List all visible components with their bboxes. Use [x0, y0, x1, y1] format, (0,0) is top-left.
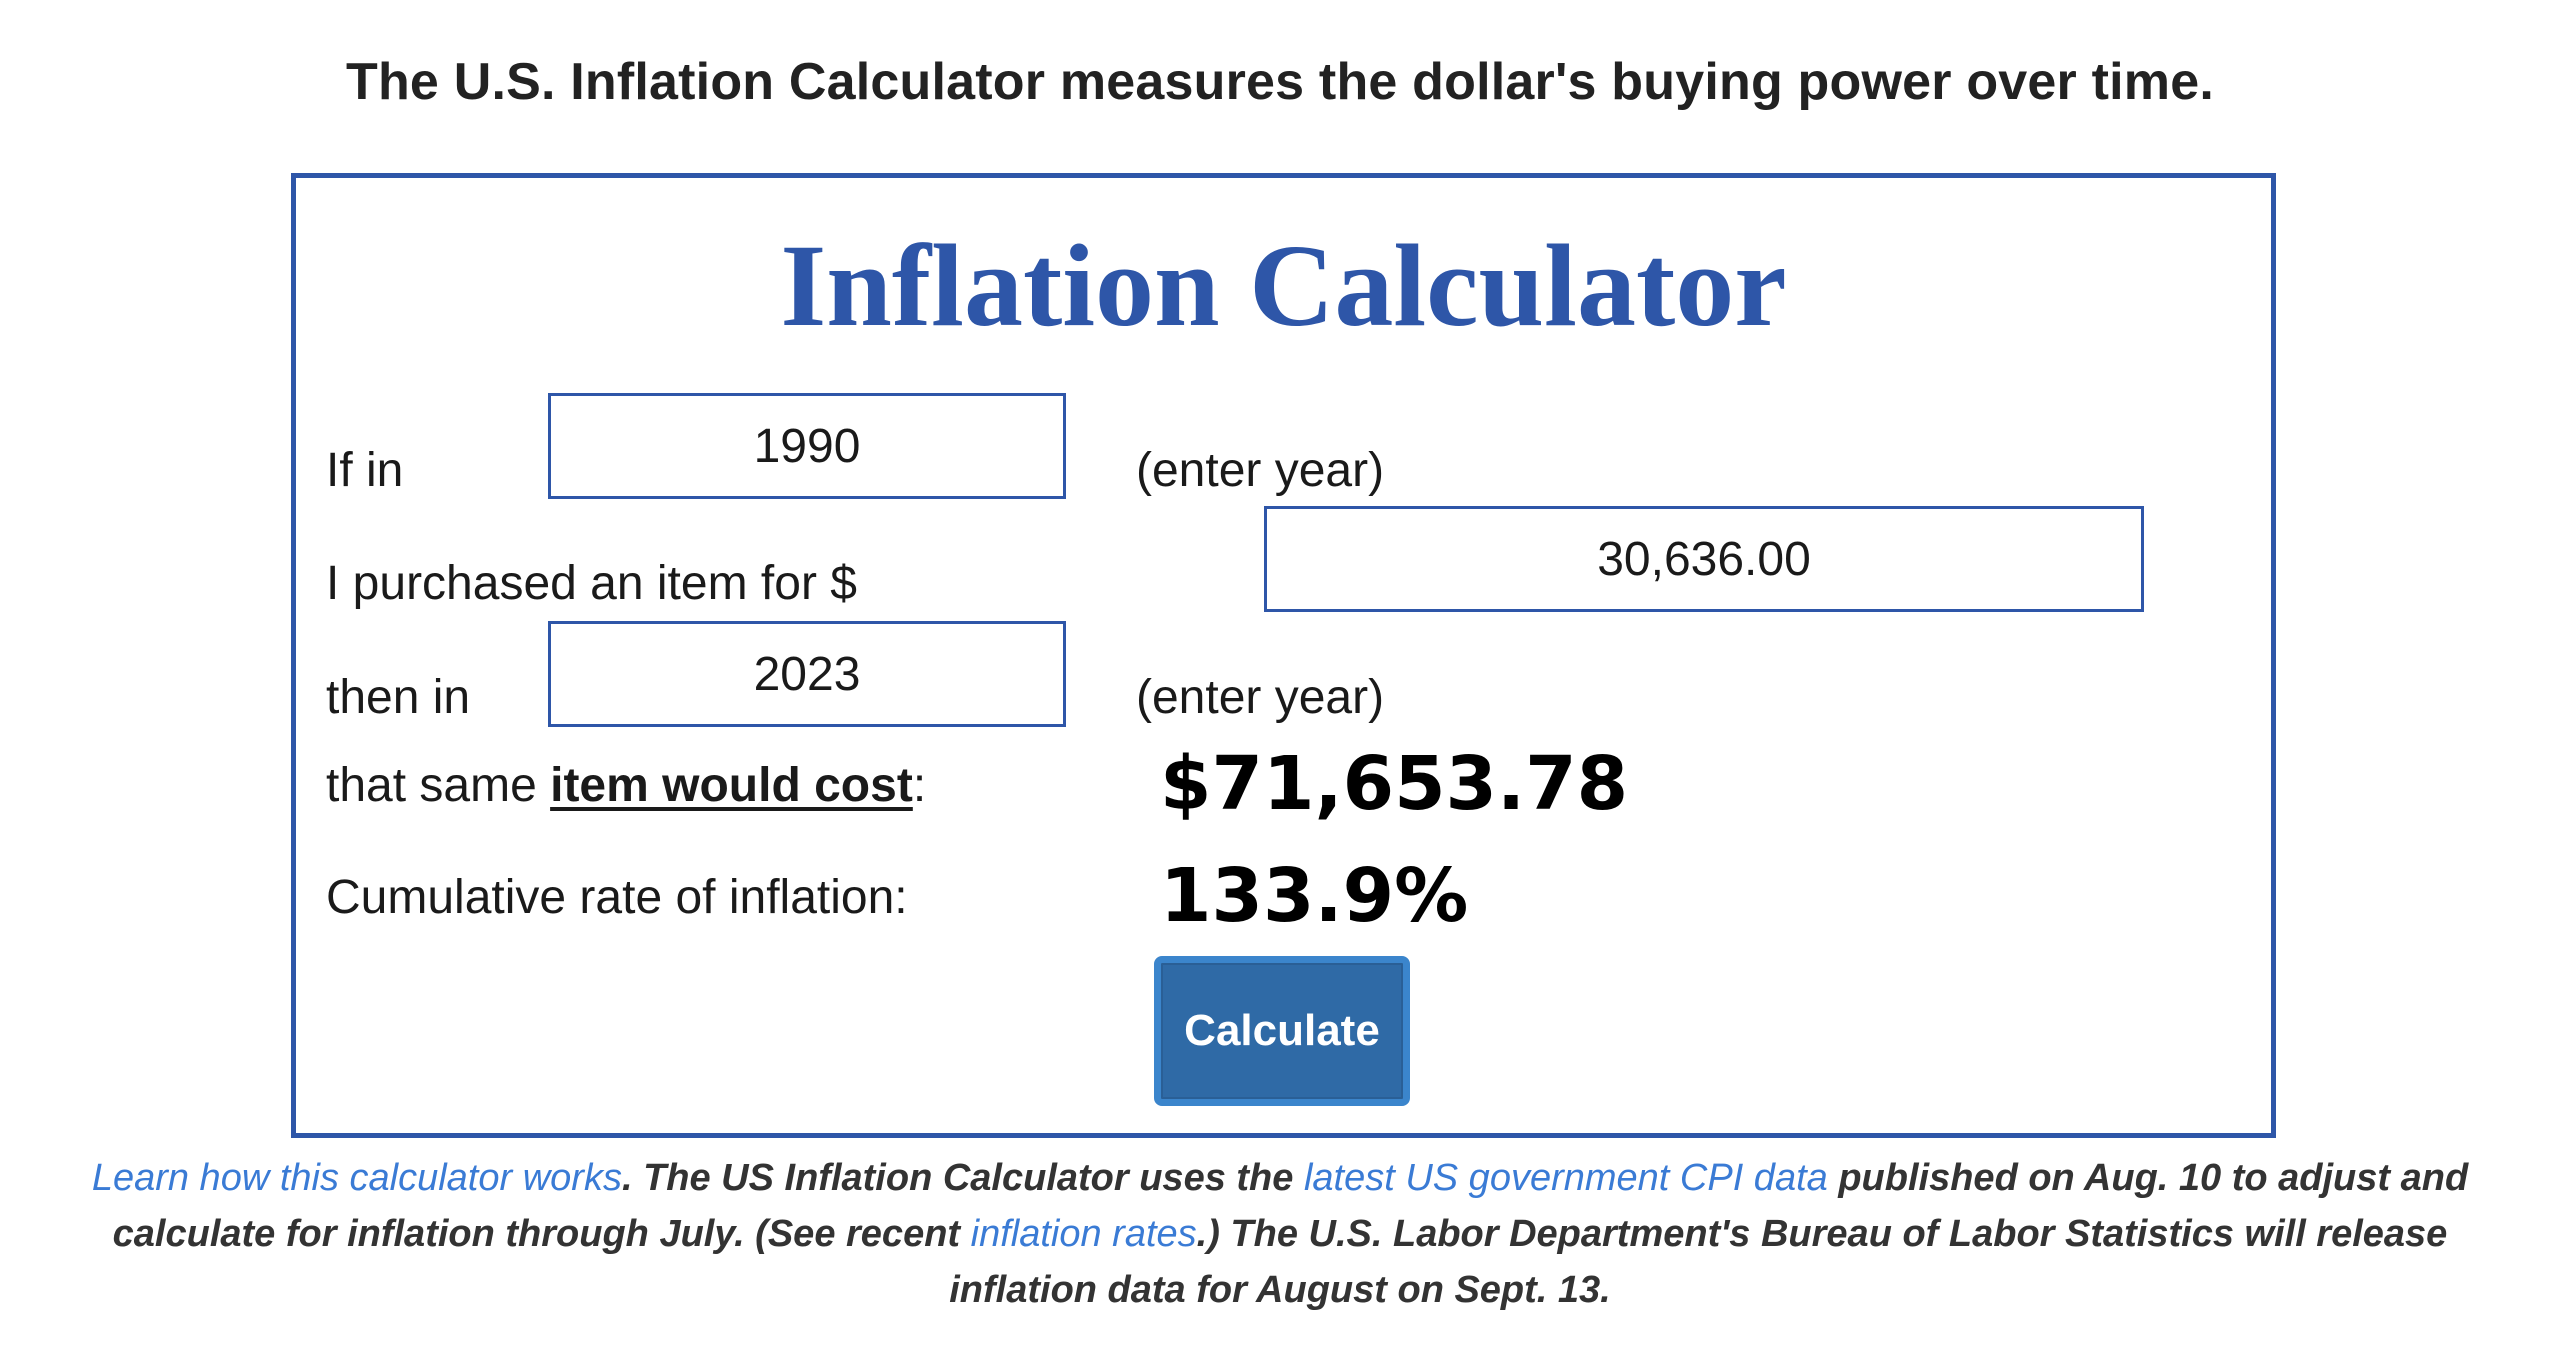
- cpi-data-link[interactable]: latest US government CPI data: [1303, 1157, 1828, 1199]
- start-year-input[interactable]: [548, 393, 1066, 499]
- footnote: Learn how this calculator works. The US …: [60, 1150, 2500, 1318]
- amount-label: I purchased an item for $: [326, 557, 857, 610]
- rate-result: 133.9%: [1160, 853, 1469, 939]
- footnote-text-2: published on Aug. 10 to adjust and calcu…: [112, 1157, 2469, 1255]
- item-would-cost-link[interactable]: item would cost: [550, 759, 913, 812]
- learn-how-link[interactable]: Learn how this calculator works: [91, 1157, 622, 1199]
- end-year-label: then in: [326, 671, 471, 724]
- cost-label: that same item would cost:: [326, 758, 926, 813]
- start-year-label: If in: [326, 444, 404, 497]
- start-year-hint: (enter year): [1136, 444, 1385, 497]
- amount-input[interactable]: [1264, 506, 2144, 612]
- cost-label-prefix: that same: [326, 759, 551, 812]
- calculate-button[interactable]: Calculate: [1154, 956, 1410, 1106]
- inflation-rates-link[interactable]: inflation rates: [970, 1213, 1197, 1255]
- cost-result: $71,653.78: [1160, 741, 1629, 827]
- cost-label-suffix: :: [912, 759, 927, 812]
- calculator-panel: Inflation Calculator If in (enter year) …: [291, 173, 2276, 1138]
- footnote-text-3: .) The U.S. Labor Department's Bureau of…: [949, 1213, 2448, 1311]
- calculator-title: Inflation Calculator: [780, 220, 1787, 351]
- rate-label: Cumulative rate of inflation:: [326, 871, 908, 924]
- footnote-text-1: . The US Inflation Calculator uses the: [621, 1157, 1304, 1199]
- end-year-input[interactable]: [548, 621, 1066, 727]
- end-year-hint: (enter year): [1136, 671, 1385, 724]
- intro-text: The U.S. Inflation Calculator measures t…: [346, 53, 2214, 111]
